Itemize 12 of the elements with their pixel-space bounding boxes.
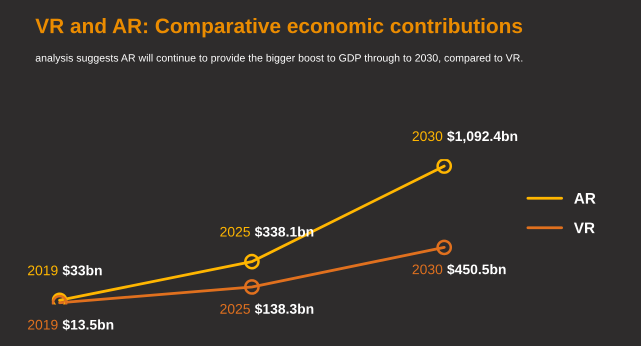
data-label: $138.3bn [254, 303, 314, 315]
data-label: $33bn [62, 264, 102, 276]
chart-subtitle: analysis suggests AR will continue to provide the bigger boost to GDP through to 2030, compared to VR. [36, 54, 522, 64]
category-label: 2030 [412, 131, 442, 142]
data-label: $1,092.4bn [447, 130, 518, 144]
legend-label: AR [574, 193, 596, 204]
category-label: 2025 [220, 304, 250, 314]
data-label: $13.5bn [62, 319, 114, 331]
legend-label: VR [574, 222, 595, 234]
category-label: 2019 [28, 320, 58, 330]
chart-title: VR and AR: Comparative economic contributions [35, 18, 522, 38]
data-label: $450.5bn [447, 264, 506, 276]
